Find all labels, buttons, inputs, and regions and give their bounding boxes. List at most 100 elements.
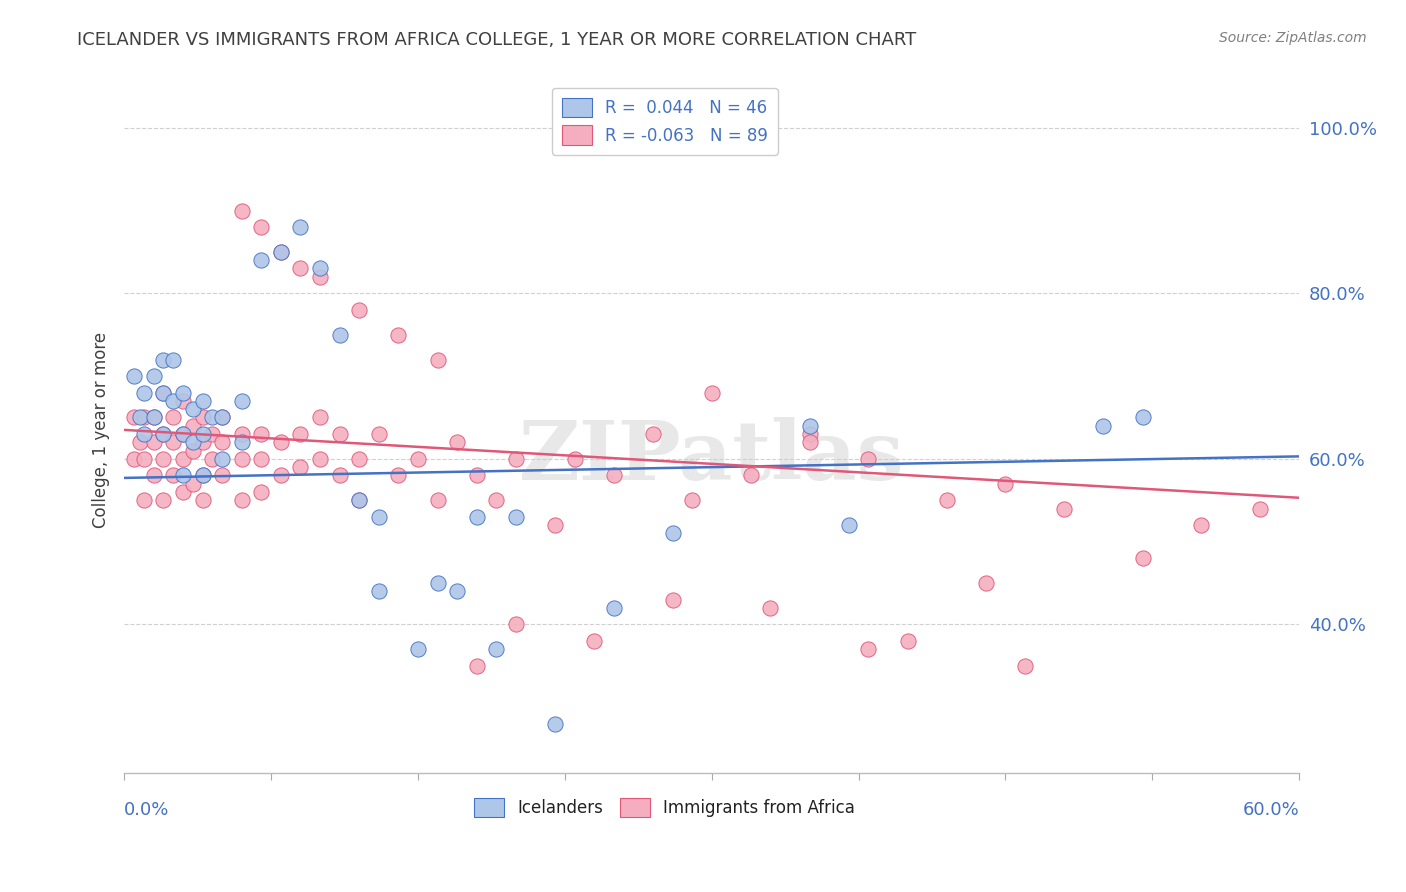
Point [181, 418, 204, 433]
Point [122, 369, 145, 384]
Point [387, 327, 409, 342]
Point [347, 302, 370, 317]
Point [896, 634, 918, 648]
Point [367, 584, 389, 599]
Point [309, 451, 332, 466]
Text: 0.0%: 0.0% [124, 801, 170, 819]
Point [290, 460, 312, 475]
Point [162, 435, 184, 450]
Point [181, 435, 204, 450]
Point [544, 716, 567, 731]
Point [231, 493, 253, 508]
Point [132, 427, 155, 442]
Point [128, 435, 150, 450]
Point [172, 451, 194, 466]
Point [181, 402, 204, 417]
Text: ICELANDER VS IMMIGRANTS FROM AFRICA COLLEGE, 1 YEAR OR MORE CORRELATION CHART: ICELANDER VS IMMIGRANTS FROM AFRICA COLL… [77, 31, 917, 49]
Point [1132, 410, 1154, 425]
Point [172, 485, 194, 500]
Point [347, 451, 370, 466]
Point [544, 518, 567, 533]
Point [172, 385, 194, 400]
Point [1053, 501, 1076, 516]
Point [858, 642, 880, 657]
Point [181, 476, 204, 491]
Point [250, 451, 273, 466]
Point [505, 617, 527, 632]
Point [152, 427, 174, 442]
Point [191, 493, 214, 508]
Point [485, 493, 508, 508]
Point [152, 493, 174, 508]
Point [329, 327, 352, 342]
Point [740, 468, 762, 483]
Point [270, 468, 292, 483]
Point [201, 451, 224, 466]
Point [367, 427, 389, 442]
Point [191, 393, 214, 408]
Point [142, 468, 165, 483]
Point [128, 410, 150, 425]
Point [231, 451, 253, 466]
Point [231, 427, 253, 442]
Point [162, 352, 184, 367]
Point [426, 352, 449, 367]
Point [994, 476, 1017, 491]
Point [329, 468, 352, 483]
Point [231, 393, 253, 408]
Point [191, 410, 214, 425]
Point [426, 576, 449, 591]
Point [446, 584, 468, 599]
Point [211, 468, 233, 483]
Point [162, 410, 184, 425]
Point [641, 427, 664, 442]
Point [142, 435, 165, 450]
Point [505, 451, 527, 466]
Point [162, 468, 184, 483]
Point [446, 435, 468, 450]
Point [201, 410, 224, 425]
Point [172, 468, 194, 483]
Point [231, 203, 253, 218]
Point [838, 518, 860, 533]
Point [1092, 418, 1115, 433]
Text: ZIPatlas: ZIPatlas [519, 417, 904, 498]
Point [270, 435, 292, 450]
Point [465, 658, 488, 673]
Y-axis label: College, 1 year or more: College, 1 year or more [93, 332, 110, 528]
Point [564, 137, 586, 152]
Point [387, 468, 409, 483]
Point [142, 410, 165, 425]
Point [142, 410, 165, 425]
Point [250, 253, 273, 268]
Point [172, 427, 194, 442]
Point [211, 410, 233, 425]
Point [935, 493, 957, 508]
Point [858, 451, 880, 466]
Point [122, 410, 145, 425]
Point [250, 485, 273, 500]
Point [132, 493, 155, 508]
Point [270, 244, 292, 259]
Point [1132, 551, 1154, 566]
Text: Source: ZipAtlas.com: Source: ZipAtlas.com [1219, 31, 1367, 45]
Point [191, 468, 214, 483]
Point [329, 427, 352, 442]
Point [309, 269, 332, 284]
Point [290, 261, 312, 276]
Point [347, 493, 370, 508]
Point [181, 443, 204, 458]
Point [799, 418, 821, 433]
Point [172, 427, 194, 442]
Point [152, 352, 174, 367]
Point [191, 435, 214, 450]
Point [799, 427, 821, 442]
Point [211, 451, 233, 466]
Point [309, 261, 332, 276]
Point [152, 385, 174, 400]
Point [1249, 501, 1271, 516]
Point [406, 642, 429, 657]
Point [250, 220, 273, 235]
Point [974, 576, 997, 591]
Text: 60.0%: 60.0% [1243, 801, 1299, 819]
